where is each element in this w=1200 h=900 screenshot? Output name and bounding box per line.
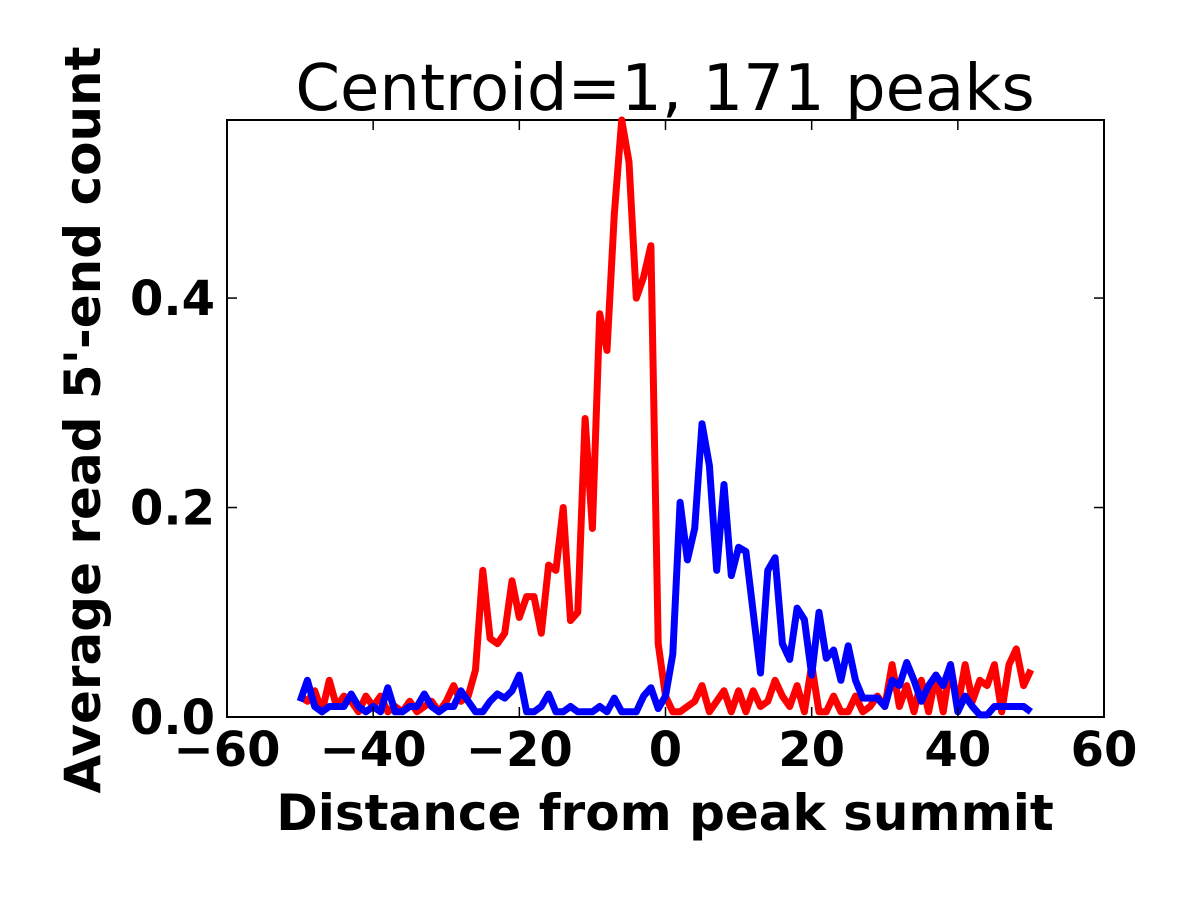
plot-area xyxy=(226,116,1105,719)
series-line-2 xyxy=(296,420,1033,719)
x-tick-label-4: 20 xyxy=(778,722,845,778)
x-axis-ticks: −60 −40 −20 0 20 40 60 xyxy=(173,120,1137,778)
plot-frame xyxy=(226,119,1105,718)
x-tick-label-2: −20 xyxy=(466,722,573,778)
x-tick-label-6: 60 xyxy=(1071,722,1138,778)
y-axis-label: Average read 5'-end count xyxy=(54,46,112,793)
y-tick-label-1: 0.2 xyxy=(130,481,215,537)
x-tick-label-5: 40 xyxy=(924,722,991,778)
chart-title: Centroid=1, 171 peaks xyxy=(295,52,1034,126)
x-tick-label-1: −40 xyxy=(320,722,427,778)
y-tick-label-0: 0.0 xyxy=(130,690,215,746)
y-axis-ticks: 0.0 0.2 0.4 xyxy=(130,271,1104,746)
x-tick-label-3: 0 xyxy=(649,722,682,778)
series-layer xyxy=(296,116,1035,719)
x-tick-label-0: −60 xyxy=(173,722,280,778)
y-tick-label-2: 0.4 xyxy=(130,271,215,327)
x-axis-label: Distance from peak summit xyxy=(276,784,1054,842)
